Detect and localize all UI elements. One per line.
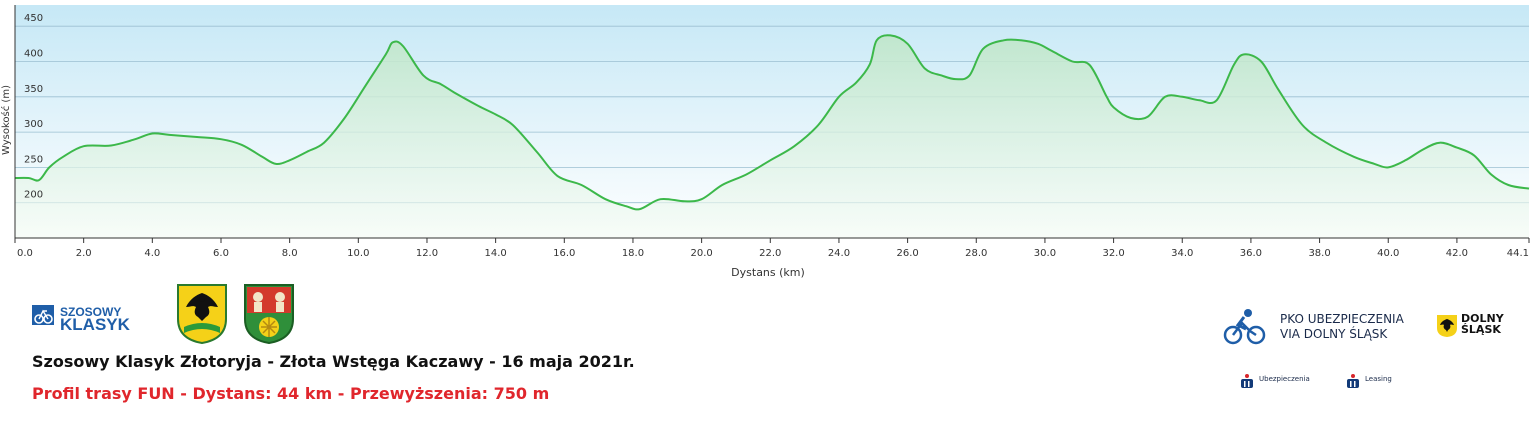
x-tick-label: 16.0 [553,248,575,259]
x-tick-label: 26.0 [896,248,918,259]
x-tick-label: 8.0 [282,248,298,259]
dolny-line-1: DOLNY [1461,312,1504,325]
y-tick-label: 250 [24,154,43,165]
x-tick-label: 36.0 [1240,248,1262,259]
x-tick-label: 22.0 [759,248,781,259]
x-tick-label: 20.0 [690,248,712,259]
x-tick-label: 10.0 [347,248,369,259]
elevation-chart: 0.0 2.0 4.0 6.0 8.0 10.0 12.0 14.0 16.0 18.0 20.0 2… [0,5,1530,279]
pko-ubezpieczenia-icon [1241,374,1253,388]
elevation-area [15,35,1529,238]
y-tick-label: 450 [24,13,43,24]
x-tick-label: 28.0 [965,248,987,259]
y-tick-label: 200 [24,190,43,201]
x-tick-label: 0.0 [17,248,33,259]
route-info: Profil trasy FUN - Dystans: 44 km - Prze… [32,384,550,403]
x-tick-label: 12.0 [416,248,438,259]
y-tick-label: 400 [24,48,43,59]
x-tick-label: 30.0 [1034,248,1056,259]
y-tick-label: 300 [24,119,43,130]
x-tick-label: 32.0 [1102,248,1124,259]
x-tick-label: 40.0 [1377,248,1399,259]
elevation-line [14,34,1530,211]
pko-via-dolny-slask-label: PKO UBEZPIECZENIA VIA DOLNY ŚLĄSK [1280,312,1404,342]
footer: SZOSOWY KLASYK Szosowy Klasyk Złotoryja … [0,280,1536,426]
zlotoryja-eagle-crest-icon [177,284,227,345]
y-axis-title: Wysokość (m) [0,85,12,155]
x-axis-ticks: 0.0 2.0 4.0 6.0 8.0 10.0 12.0 14.0 16.0 18.0 20.0 2… [14,238,1530,259]
dolny-slask-eagle-icon [1437,315,1457,337]
x-tick-label: 34.0 [1171,248,1193,259]
x-tick-label: 24.0 [828,248,850,259]
x-axis-title: Dystans (km) [731,266,805,279]
y-axis-ticks: 200 250 300 350 400 450 [24,13,43,201]
y-tick-label: 350 [24,84,43,95]
pko-line-1: PKO UBEZPIECZENIA [1280,312,1404,326]
ubezpieczenia-label: Ubezpieczenia [1259,375,1310,383]
pko-line-2: VIA DOLNY ŚLĄSK [1280,327,1388,341]
x-tick-label: 18.0 [622,248,644,259]
x-tick-label: 6.0 [213,248,229,259]
szosowy-klasyk-logo: SZOSOWY KLASYK [32,305,131,331]
x-tick-label: 4.0 [144,248,160,259]
cyclist-icon [1223,309,1266,345]
svg-text:SZOSOWY: SZOSOWY [60,305,121,319]
svg-text:KLASYK: KLASYK [60,315,131,331]
x-tick-label: 42.0 [1446,248,1468,259]
x-tick-label: 14.0 [485,248,507,259]
x-tick-label: 38.0 [1308,248,1330,259]
event-title: Szosowy Klasyk Złotoryja - Złota Wstęga … [32,352,635,371]
leasing-label: Leasing [1365,375,1392,383]
x-tick-label: 44.1 [1507,248,1529,259]
x-tick-label: 2.0 [76,248,92,259]
pko-leasing-icon [1347,374,1359,388]
zlotoryja-county-crest-icon [244,284,294,345]
dolny-slask-label: DOLNY ŚLĄSK [1461,313,1504,335]
dolny-line-2: ŚLĄSK [1461,323,1501,336]
